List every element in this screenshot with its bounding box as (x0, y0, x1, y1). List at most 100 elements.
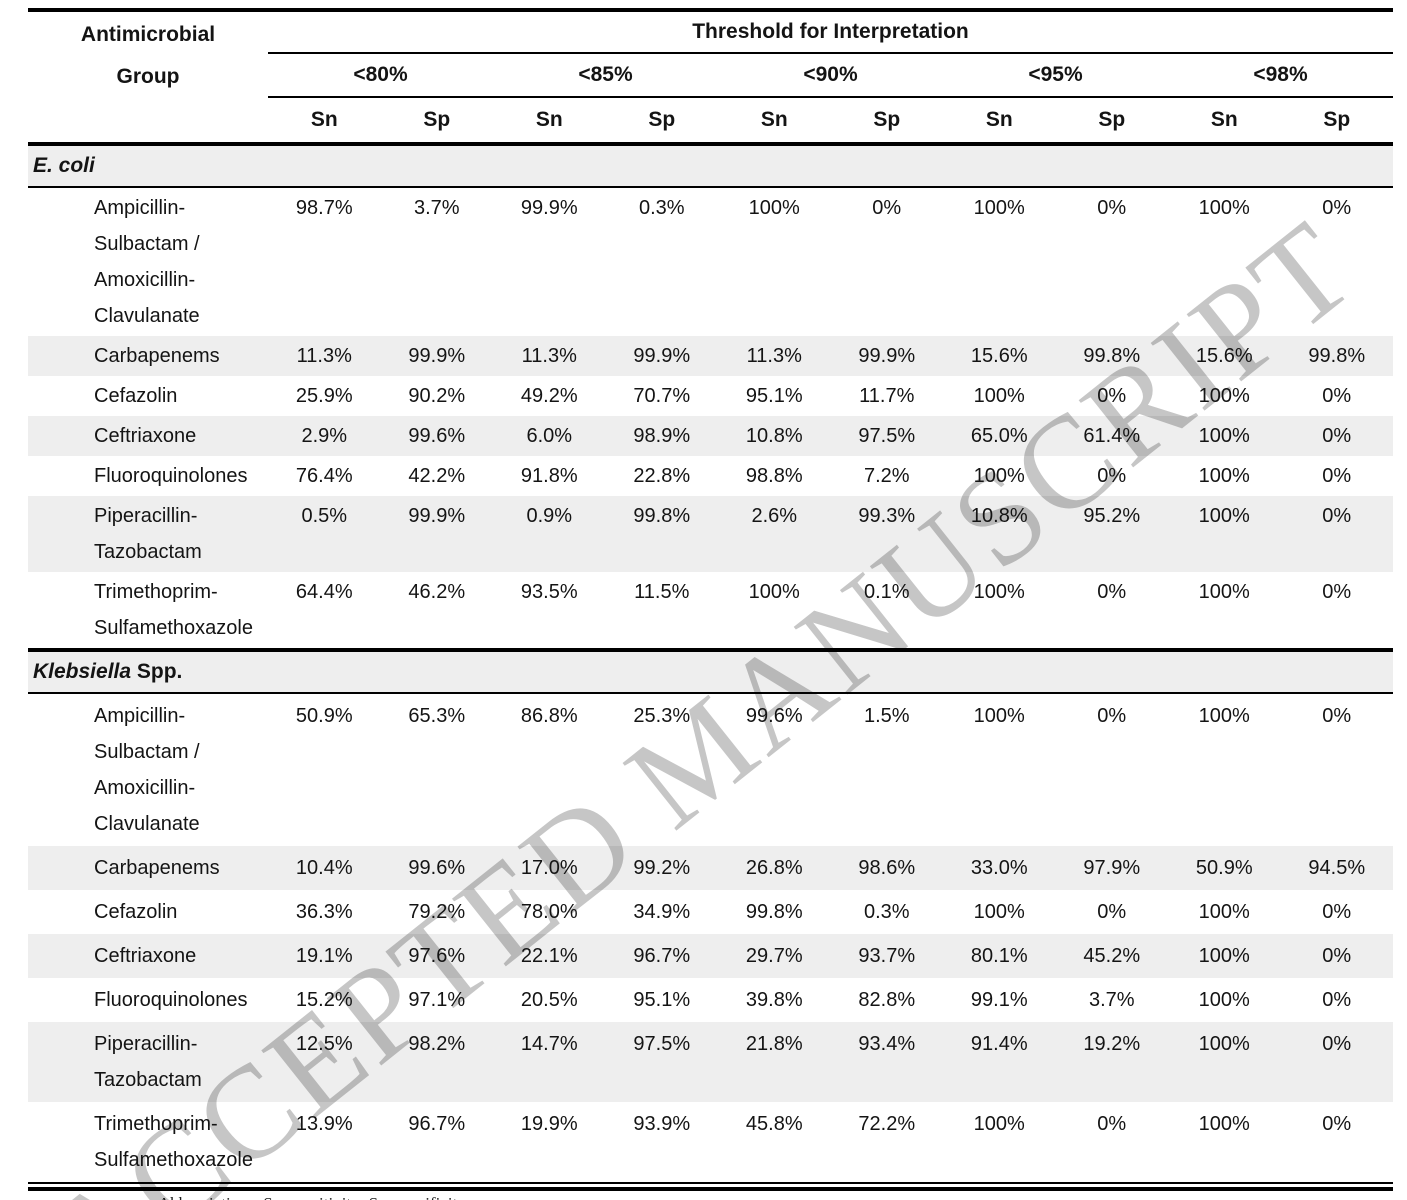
value-cell: 100% (973, 385, 1025, 407)
value-cell: 91.8% (520, 465, 578, 487)
value-cell: 0.3% (863, 901, 910, 923)
sp-header: Sp (380, 97, 493, 146)
drug-row: Piperacillin- Tazobactam 0.5% 99.9% 0.9% 99.… (28, 496, 1393, 572)
value-cell: 99.1% (970, 989, 1028, 1011)
value-cell: 1.5% (863, 705, 910, 727)
value-cell: 19.9% (520, 1113, 578, 1135)
value-cell: 20.5% (520, 989, 578, 1011)
value-cell: 46.2% (408, 581, 466, 603)
sp-header: Sp (1055, 97, 1168, 146)
value-cell: 10.4% (268, 846, 381, 890)
value-cell: 11.3% (493, 336, 606, 376)
header-row-1: Antimicrobial Group Threshold for Interp… (28, 10, 1393, 146)
value-cell: 99.2% (605, 846, 718, 890)
value-cell: 93.7% (830, 934, 943, 978)
value-cell: 78.0% (520, 901, 578, 923)
drug-row: Cefazolin 36.3% 79.2% 78.0% 34.9% 99.8% 0.3% 10… (28, 890, 1393, 934)
value-cell: 100% (973, 1113, 1025, 1135)
value-cell: 0.1% (863, 581, 910, 603)
value-cell: 11.7% (859, 385, 915, 407)
section-title: Klebsiella Spp. (28, 648, 1393, 694)
value-cell: 10.8% (943, 496, 1056, 572)
drug-name: Fluoroquinolones (94, 989, 248, 1011)
value-cell: 99.9% (520, 197, 578, 219)
value-cell: 99.6% (380, 416, 493, 456)
value-cell: 98.8% (745, 465, 803, 487)
value-cell: 100% (1198, 581, 1250, 603)
value-cell: 3.7% (1088, 989, 1135, 1011)
value-cell: 98.9% (605, 416, 718, 456)
value-cell: 95.1% (633, 989, 691, 1011)
value-cell: 0.9% (493, 496, 606, 572)
drug-name: Piperacillin- Tazobactam (28, 1022, 268, 1102)
value-cell: 26.8% (718, 846, 831, 890)
value-cell: 25.9% (295, 385, 353, 407)
value-cell: 42.2% (408, 465, 466, 487)
value-cell: 99.6% (380, 846, 493, 890)
value-cell: 2.9% (268, 416, 381, 456)
section-header-row: Klebsiella Spp. (28, 648, 1393, 694)
column-header-threshold-for-interpretation: Threshold for Interpretation (268, 10, 1393, 54)
sp-header: Sp (830, 97, 943, 146)
value-cell: 99.8% (745, 901, 803, 923)
value-cell: 13.9% (295, 1113, 353, 1135)
value-cell: 86.8% (520, 705, 578, 727)
value-cell: 6.0% (493, 416, 606, 456)
value-cell: 98.7% (295, 197, 353, 219)
value-cell: 94.5% (1280, 846, 1393, 890)
value-cell: 0% (872, 197, 902, 219)
value-cell: 11.5% (634, 581, 690, 603)
value-cell: 0% (1280, 496, 1393, 572)
value-cell: 11.3% (268, 336, 381, 376)
header-row-3: Sn Sp Sn Sp Sn Sp Sn Sp Sn Sp (28, 97, 1393, 146)
value-cell: 99.9% (830, 336, 943, 376)
value-cell: 0% (1322, 989, 1352, 1011)
value-cell: 25.3% (633, 705, 691, 727)
value-cell: 0% (1322, 385, 1352, 407)
value-cell: 99.8% (1055, 336, 1168, 376)
drug-row: Trimethoprim- Sulfamethoxazole 64.4% 46.2%… (28, 572, 1393, 650)
value-cell: 99.8% (1280, 336, 1393, 376)
table-bottom-rule (28, 1182, 1393, 1191)
value-cell: 100% (1168, 416, 1281, 456)
value-cell: 100% (1168, 934, 1281, 978)
value-cell: 100% (748, 197, 800, 219)
value-cell: 100% (973, 901, 1025, 923)
value-cell: 93.4% (830, 1022, 943, 1102)
drug-row: Piperacillin- Tazobactam 12.5% 98.2% 14.7% 9… (28, 1022, 1393, 1102)
drug-row: Fluoroquinolones 15.2% 97.1% 20.5% 95.1% 39.8… (28, 978, 1393, 1022)
value-cell: 99.8% (605, 496, 718, 572)
drug-name: Carbapenems (28, 846, 268, 890)
drug-name: Ampicillin- Sulbactam / Amoxicillin- Cla… (94, 705, 200, 835)
value-cell: 100% (1198, 705, 1250, 727)
value-cell: 0% (1097, 1113, 1127, 1135)
drug-name: Piperacillin- Tazobactam (28, 496, 268, 572)
value-cell: 100% (973, 465, 1025, 487)
drug-row: Fluoroquinolones 76.4% 42.2% 91.8% 22.8% 98.8… (28, 456, 1393, 496)
value-cell: 99.6% (745, 705, 803, 727)
value-cell: 100% (1168, 1022, 1281, 1102)
value-cell: 97.5% (830, 416, 943, 456)
sp-header: Sp (1280, 97, 1393, 146)
sn-header: Sn (268, 97, 381, 146)
threshold-95: <95% (943, 53, 1168, 98)
value-cell: 45.2% (1055, 934, 1168, 978)
value-cell: 95.2% (1055, 496, 1168, 572)
drug-row: Carbapenems 11.3% 99.9% 11.3% 99.9% 11.3% 99.9… (28, 336, 1393, 376)
value-cell: 29.7% (718, 934, 831, 978)
value-cell: 97.6% (380, 934, 493, 978)
value-cell: 0% (1322, 581, 1352, 603)
value-cell: 100% (973, 581, 1025, 603)
value-cell: 100% (973, 705, 1025, 727)
value-cell: 72.2% (858, 1113, 916, 1135)
drug-name: Cefazolin (94, 901, 178, 923)
value-cell: 100% (1198, 385, 1250, 407)
value-cell: 33.0% (943, 846, 1056, 890)
value-cell: 39.8% (745, 989, 803, 1011)
sp-header: Sp (605, 97, 718, 146)
value-cell: 21.8% (718, 1022, 831, 1102)
threshold-85: <85% (493, 53, 718, 98)
value-cell: 100% (1168, 496, 1281, 572)
sn-header: Sn (943, 97, 1056, 146)
